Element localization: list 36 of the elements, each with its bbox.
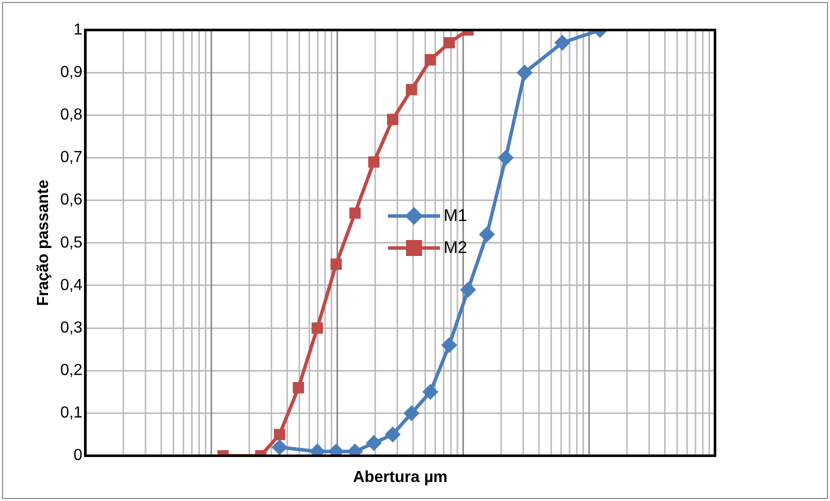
y-tick-label: 0,7 xyxy=(60,149,83,166)
point xyxy=(478,226,495,242)
point xyxy=(368,156,380,168)
legend-label: M2 xyxy=(444,238,468,258)
point xyxy=(498,150,514,166)
y-tick-label: 0,4 xyxy=(60,276,83,294)
point xyxy=(312,322,323,334)
y-tick-label: 0,2 xyxy=(60,362,83,380)
point xyxy=(460,282,476,298)
point xyxy=(387,114,398,126)
point xyxy=(349,207,361,219)
y-tick-label: 0,6 xyxy=(60,192,83,209)
y-axis-title: Fração passante xyxy=(35,180,52,306)
point xyxy=(384,426,401,443)
point xyxy=(422,384,438,400)
y-tick-label: 0 xyxy=(74,447,83,464)
y-tick-label: 0,3 xyxy=(60,319,83,336)
point xyxy=(441,337,458,354)
point xyxy=(516,64,533,81)
point xyxy=(406,84,418,96)
y-tick-label: 0,9 xyxy=(60,64,83,81)
point xyxy=(292,382,304,394)
point xyxy=(366,435,382,452)
y-tick-label: 0,5 xyxy=(60,234,83,252)
point xyxy=(330,258,342,270)
point xyxy=(274,428,286,440)
y-tick-label: 1 xyxy=(74,21,83,38)
point xyxy=(424,54,436,66)
point xyxy=(444,37,455,48)
point xyxy=(554,34,570,51)
legend-label: M1 xyxy=(444,206,468,226)
point xyxy=(272,439,288,456)
y-tick-label: 0,8 xyxy=(60,106,83,124)
y-tick-label: 0,1 xyxy=(60,404,83,422)
point xyxy=(404,405,420,422)
x-axis-title: Abertura µm xyxy=(352,468,448,486)
